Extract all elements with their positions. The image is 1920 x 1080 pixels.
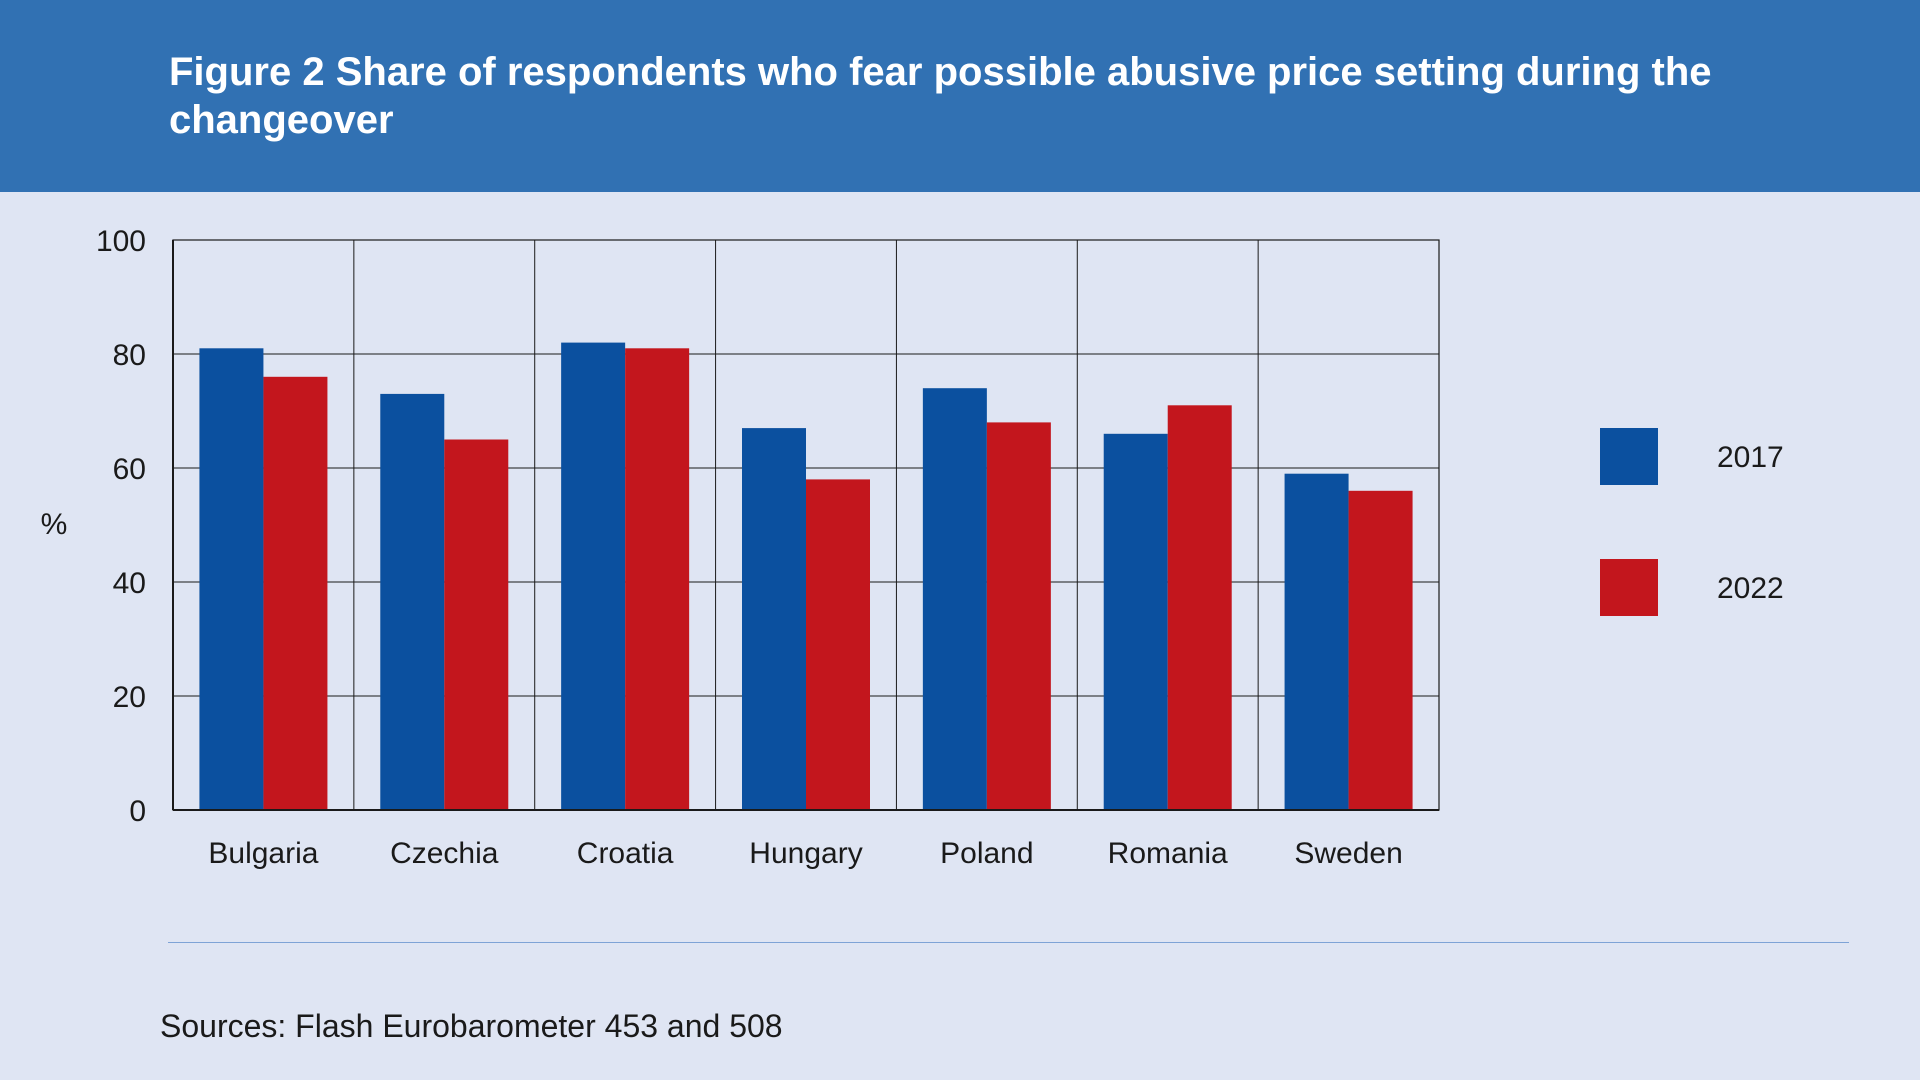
title-banner: Figure 2 Share of respondents who fear p… <box>0 0 1920 192</box>
bar-bulgaria-2022 <box>263 376 328 810</box>
x-tick-label-bulgaria: Bulgaria <box>208 837 318 870</box>
x-tick-label-croatia: Croatia <box>577 837 674 870</box>
x-tick-label-romania: Romania <box>1108 837 1228 870</box>
x-tick-label-czechia: Czechia <box>390 837 499 870</box>
bars-layer <box>199 342 1413 810</box>
y-tick-label-20: 20 <box>113 681 146 714</box>
legend-label-2017: 2017 <box>1717 441 1784 474</box>
bar-chart: Bulgaria Czechia Croatia Hungary Poland Roman… <box>41 225 1784 870</box>
bar-hungary-2017 <box>742 428 806 810</box>
bar-sweden-2017 <box>1284 473 1349 810</box>
legend-swatch-2022 <box>1600 559 1658 616</box>
axes-layer <box>172 239 1440 811</box>
bar-hungary-2022 <box>806 479 870 810</box>
bar-croatia-2017 <box>561 342 626 810</box>
bar-sweden-2022 <box>1348 490 1413 810</box>
source-note: Sources: Flash Eurobarometer 453 and 508 <box>160 1008 783 1044</box>
bar-romania-2017 <box>1103 433 1168 810</box>
bar-czechia-2022 <box>444 439 509 810</box>
x-tick-label-sweden: Sweden <box>1294 837 1402 870</box>
bar-poland-2022 <box>986 422 1051 810</box>
bar-bulgaria-2017 <box>199 348 264 810</box>
legend: 2017 2022 <box>1600 428 1784 616</box>
y-tick-label-80: 80 <box>113 339 146 372</box>
y-tick-label-60: 60 <box>113 453 146 486</box>
bar-poland-2017 <box>922 388 987 810</box>
y-tick-label-40: 40 <box>113 567 146 600</box>
legend-swatch-2017 <box>1600 428 1658 485</box>
x-tick-label-hungary: Hungary <box>749 837 862 870</box>
labels-layer: Bulgaria Czechia Croatia Hungary Poland Roman… <box>41 225 1403 870</box>
y-tick-label-100: 100 <box>96 225 146 258</box>
bar-croatia-2022 <box>625 348 690 810</box>
legend-label-2022: 2022 <box>1717 572 1784 605</box>
bar-czechia-2017 <box>380 393 445 810</box>
chart-title: Figure 2 Share of respondents who fear p… <box>169 50 1712 142</box>
divider <box>168 942 1849 943</box>
y-tick-label-0: 0 <box>129 795 146 828</box>
x-tick-label-poland: Poland <box>940 837 1033 870</box>
bar-romania-2022 <box>1167 405 1232 810</box>
y-axis-label: % <box>41 508 68 541</box>
chart-area: Bulgaria Czechia Croatia Hungary Poland Roman… <box>0 192 1920 912</box>
